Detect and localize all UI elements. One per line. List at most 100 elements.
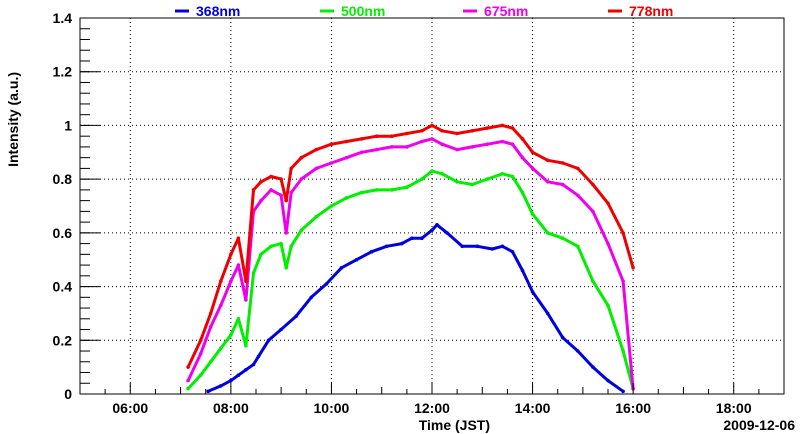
data-point-778nm [470, 129, 475, 133]
data-point-500nm [289, 244, 294, 249]
data-point-368nm [384, 244, 389, 249]
data-point-778nm [520, 137, 525, 141]
x-tick-label: 08:00 [213, 400, 249, 416]
data-point-675nm [420, 139, 424, 144]
data-point-778nm [606, 201, 610, 206]
data-point-368nm [256, 354, 261, 359]
x-tick-label: 18:00 [716, 400, 752, 416]
data-point-368nm [560, 335, 565, 340]
data-point-500nm [219, 346, 223, 351]
data-point-675nm [606, 241, 610, 246]
data-point-368nm [530, 290, 535, 294]
data-point-500nm [576, 244, 580, 249]
data-point-675nm [208, 325, 213, 329]
data-point-500nm [520, 190, 525, 195]
data-point-778nm [329, 142, 334, 146]
data-point-675nm [455, 147, 459, 152]
legend-label-675nm: 675nm [484, 3, 528, 19]
data-point-778nm [591, 182, 595, 187]
data-point-778nm [621, 231, 625, 235]
data-point-778nm [244, 279, 248, 284]
data-point-778nm [374, 134, 379, 138]
data-point-368nm [206, 389, 210, 394]
y-tick-label: 1.2 [53, 64, 73, 80]
data-point-500nm [251, 271, 256, 275]
data-point-500nm [269, 244, 273, 249]
data-point-778nm [236, 236, 241, 240]
data-point-368nm [219, 384, 223, 388]
data-point-675nm [289, 190, 294, 195]
data-point-368nm [475, 244, 480, 249]
data-point-675nm [284, 231, 289, 235]
data-point-368nm [420, 236, 424, 240]
data-point-500nm [229, 333, 233, 337]
data-point-368nm [445, 231, 449, 235]
data-point-778nm [440, 129, 444, 133]
data-point-500nm [530, 212, 535, 216]
y-tick-label: 0.4 [53, 279, 73, 295]
data-point-500nm [405, 185, 409, 189]
data-point-368nm [500, 244, 505, 249]
data-point-778nm [208, 311, 213, 316]
data-point-778nm [229, 252, 233, 257]
data-point-778nm [390, 134, 394, 138]
data-point-500nm [621, 349, 625, 353]
data-point-500nm [314, 214, 319, 219]
legend-label-500nm: 500nm [341, 3, 385, 19]
data-point-778nm [485, 126, 490, 130]
data-point-778nm [284, 198, 289, 203]
data-point-778nm [186, 365, 190, 369]
data-point-500nm [485, 177, 490, 181]
data-point-778nm [530, 150, 535, 155]
data-point-368nm [576, 349, 580, 353]
data-point-500nm [545, 231, 550, 235]
data-point-368nm [339, 266, 344, 270]
x-tick-label: 12:00 [414, 400, 450, 416]
data-point-675nm [259, 198, 263, 203]
data-point-778nm [631, 266, 635, 270]
data-point-500nm [186, 386, 190, 391]
data-point-500nm [284, 266, 289, 270]
data-point-675nm [269, 188, 273, 192]
data-point-778nm [560, 161, 565, 165]
data-point-368nm [309, 295, 314, 300]
data-point-368nm [520, 268, 525, 273]
series-line-675nm [186, 137, 635, 391]
data-point-500nm [420, 177, 424, 181]
data-point-778nm [500, 123, 505, 128]
data-point-368nm [606, 378, 610, 383]
date-label: 2009-12-06 [723, 417, 795, 433]
data-point-675nm [236, 263, 241, 267]
data-point-500nm [500, 172, 505, 176]
data-point-675nm [560, 182, 565, 187]
y-tick-label: 0.2 [53, 332, 73, 348]
legend: 368nm 500nm 675nm 778nm [175, 3, 673, 19]
data-point-675nm [279, 193, 283, 198]
data-point-500nm [510, 174, 515, 179]
data-point-368nm [354, 257, 359, 262]
data-point-675nm [576, 193, 580, 198]
data-point-368nm [294, 314, 299, 318]
data-point-500nm [299, 228, 304, 232]
data-point-368nm [410, 236, 414, 240]
series-line-500nm [186, 169, 635, 391]
x-axis-label: Time (JST) [419, 417, 490, 433]
series-line-778nm [186, 123, 635, 369]
data-point-368nm [279, 327, 283, 332]
data-point-778nm [198, 338, 203, 343]
data-point-500nm [198, 373, 203, 378]
y-tick-label: 0.6 [53, 225, 73, 241]
x-tick-label: 14:00 [515, 400, 551, 416]
data-point-778nm [359, 137, 364, 141]
data-point-675nm [500, 139, 505, 144]
data-point-675nm [520, 155, 525, 160]
data-point-500nm [606, 303, 610, 308]
data-point-675nm [545, 180, 550, 184]
data-point-500nm [359, 190, 364, 195]
data-point-500nm [455, 180, 459, 184]
data-point-500nm [374, 188, 379, 192]
data-point-368nm [251, 362, 256, 367]
data-point-500nm [390, 188, 394, 192]
y-tick-label: 0.8 [53, 171, 73, 187]
